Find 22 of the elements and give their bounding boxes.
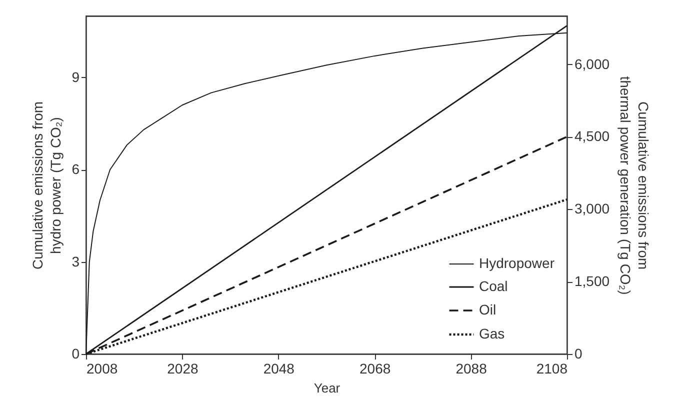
x-axis-title: Year <box>314 380 341 396</box>
y-tick-label: 3 <box>72 253 80 270</box>
legend-label: Hydropower <box>479 255 555 271</box>
y-tick-label: 0 <box>72 346 80 362</box>
legend-label: Gas <box>479 326 505 342</box>
y-tick-label: 9 <box>72 68 80 85</box>
x-tick-label: 2068 <box>360 360 391 376</box>
x-tick-label: 2028 <box>167 360 198 376</box>
x-tick-label: 2088 <box>456 360 488 376</box>
y-axis-title: Cumulative emissions from hydro power (Tg CO₂) <box>30 101 64 270</box>
legend-label: Oil <box>479 302 496 318</box>
y2-axis-title: Cumulative emissions from thermal power generation (Tg CO₂) <box>618 76 652 295</box>
x-tick-label: 2048 <box>263 360 295 376</box>
y2-tick-label: 1,500 <box>574 273 610 290</box>
legend-label: Coal <box>479 278 508 294</box>
x-tick-label: 2108 <box>536 360 568 376</box>
y2-tick-label: 0 <box>574 346 582 362</box>
y2-tick-label: 3,000 <box>574 200 610 217</box>
x-tick-label: 2008 <box>86 360 118 376</box>
y2-tick-label: 6,000 <box>574 56 610 72</box>
y2-tick-label: 4,500 <box>574 128 610 144</box>
y-tick-label: 6 <box>72 161 80 178</box>
